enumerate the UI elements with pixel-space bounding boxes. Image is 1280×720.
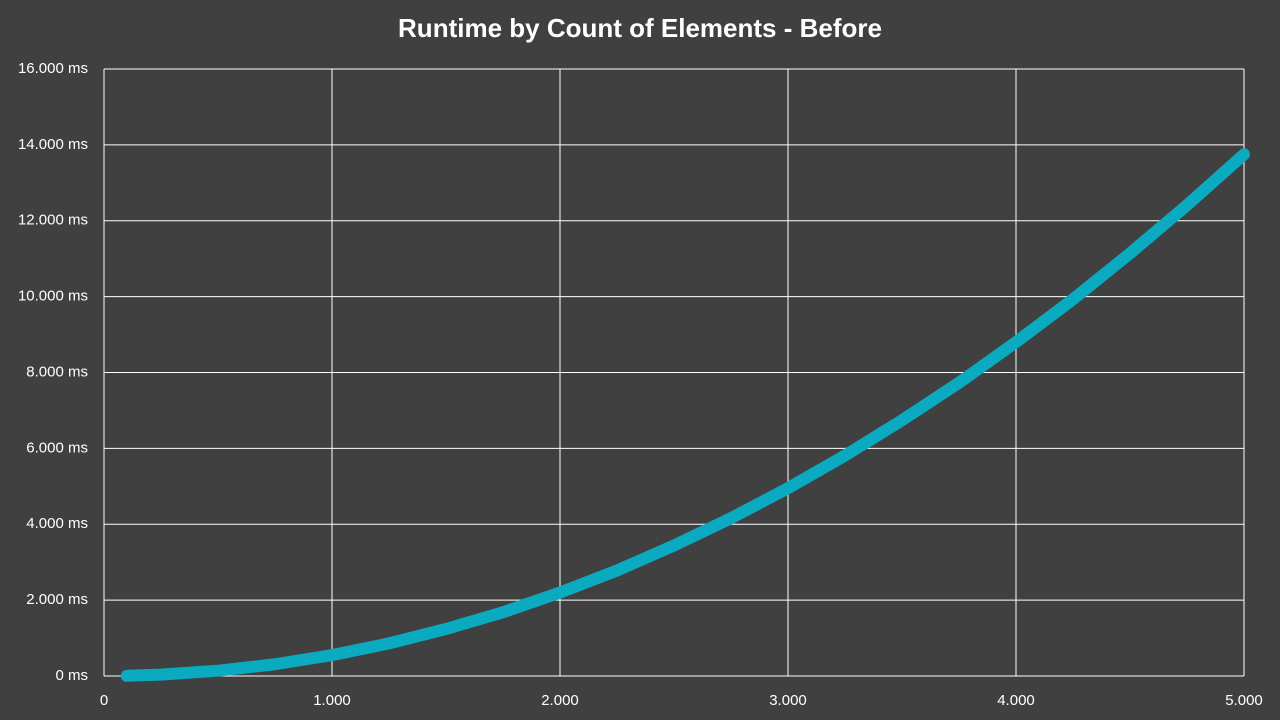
- y-tick-label: 0 ms: [55, 667, 88, 684]
- y-tick-label: 6.000 ms: [26, 439, 88, 456]
- x-tick-label: 0: [100, 692, 108, 709]
- y-tick-label: 14.000 ms: [18, 136, 88, 153]
- y-tick-label: 4.000 ms: [26, 515, 88, 532]
- y-tick-label: 8.000 ms: [26, 363, 88, 380]
- x-tick-label: 2.000: [541, 692, 579, 709]
- chart-title: Runtime by Count of Elements - Before: [398, 13, 882, 43]
- x-tick-label: 4.000: [997, 692, 1035, 709]
- x-tick-label: 5.000: [1225, 692, 1263, 709]
- x-tick-label: 1.000: [313, 692, 351, 709]
- y-tick-label: 2.000 ms: [26, 591, 88, 608]
- y-tick-label: 10.000 ms: [18, 288, 88, 305]
- y-tick-label: 16.000 ms: [18, 60, 88, 77]
- x-tick-label: 3.000: [769, 692, 807, 709]
- y-tick-label: 12.000 ms: [18, 212, 88, 229]
- data-line: [120, 148, 1250, 682]
